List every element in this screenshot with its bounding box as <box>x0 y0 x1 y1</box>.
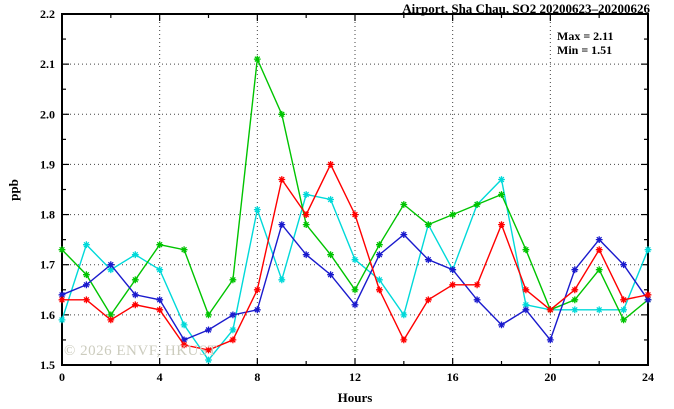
y-tick-label: 1.8 <box>40 208 55 222</box>
x-tick-label: 0 <box>59 370 65 384</box>
series-blue-markers <box>58 221 652 344</box>
min-annotation: Min = 1.51 <box>557 43 613 57</box>
watermark: © 2026 ENVF, HKUST <box>64 343 218 359</box>
series-cyan-markers <box>58 176 652 364</box>
x-tick-label: 24 <box>642 370 654 384</box>
y-tick-label: 1.5 <box>40 358 55 372</box>
x-tick-label: 4 <box>157 370 163 384</box>
x-tick-label: 12 <box>349 370 361 384</box>
y-axis-label: ppb <box>6 179 21 201</box>
max-annotation: Max = 2.11 <box>557 29 614 43</box>
chart-title: Airport, Sha Chau, SO2 20200623–20200626 <box>402 1 650 16</box>
x-tick-label: 20 <box>544 370 556 384</box>
max-min-annotation: Max = 2.11 Min = 1.51 <box>557 29 614 57</box>
y-tick-label: 2.2 <box>40 7 55 21</box>
series-red-markers <box>58 161 652 354</box>
x-tick-label: 16 <box>447 370 459 384</box>
x-axis-label: Hours <box>337 390 373 405</box>
y-tick-label: 1.6 <box>40 308 55 322</box>
y-tick-label: 2.1 <box>40 57 55 71</box>
series-green-markers <box>58 55 652 324</box>
y-tick-label: 1.7 <box>40 258 55 272</box>
y-tick-label: 2.0 <box>40 107 55 121</box>
x-tick-label: 8 <box>254 370 260 384</box>
y-tick-label: 1.9 <box>40 157 55 171</box>
